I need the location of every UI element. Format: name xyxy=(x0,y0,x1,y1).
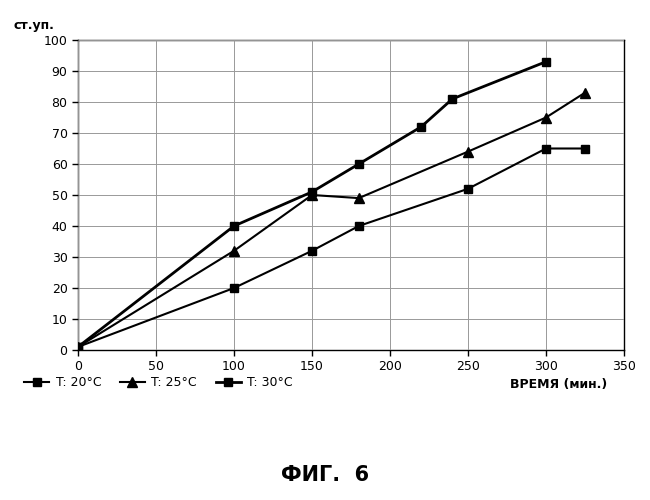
Text: ст.уп.: ст.уп. xyxy=(13,20,54,32)
Legend: T: 20°C, T: 25°C, T: 30°C: T: 20°C, T: 25°C, T: 30°C xyxy=(20,371,298,394)
X-axis label: ВРЕМЯ (мин.): ВРЕМЯ (мин.) xyxy=(510,378,607,391)
Text: ФИГ.  6: ФИГ. 6 xyxy=(281,465,369,485)
